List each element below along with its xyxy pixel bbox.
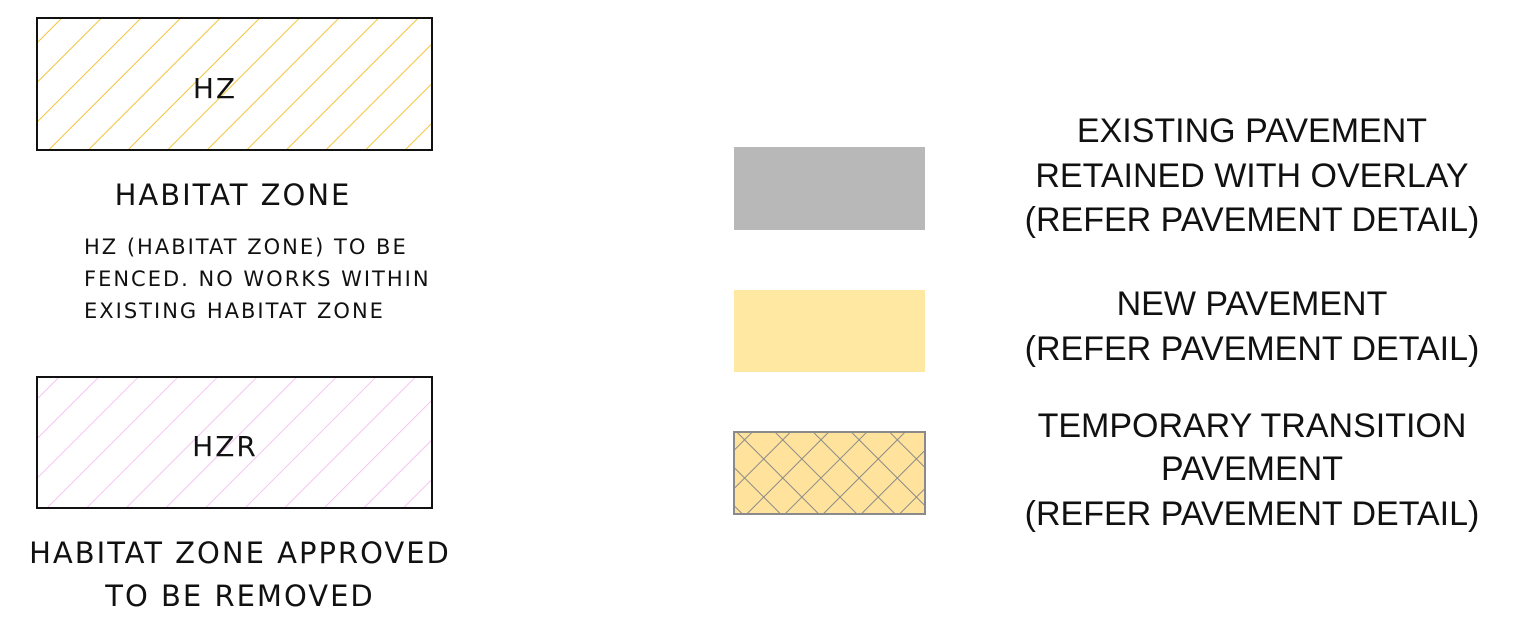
hzr-legend: HZR HABITAT ZONE APPROVED TO BE REMOVED [29,376,451,613]
legend-label: (REFER PAVEMENT DETAIL) [1025,201,1480,239]
hz-note: HZ (HABITAT ZONE) TO BE [84,235,408,259]
legend-label: NEW PAVEMENT [1117,285,1388,323]
hzr-title: HABITAT ZONE APPROVED [29,536,451,570]
legend-label: EXISTING PAVEMENT [1077,112,1427,150]
swatch [734,290,925,372]
hz-note: EXISTING HABITAT ZONE [84,299,385,323]
new-pavement-legend: NEW PAVEMENT (REFER PAVEMENT DETAIL) [734,285,1479,372]
hzr-code: HZR [192,430,258,463]
legend-label: TEMPORARY TRANSITION [1038,407,1467,445]
hz-code: HZ [193,72,237,105]
legend-label: (REFER PAVEMENT DETAIL) [1025,495,1480,533]
hz-note: FENCED. NO WORKS WITHIN [84,267,431,291]
legend-label: (REFER PAVEMENT DETAIL) [1025,330,1480,368]
hz-legend: HZ HABITAT ZONE HZ (HABITAT ZONE) TO BE … [36,17,433,323]
legend-label: PAVEMENT [1161,450,1343,488]
transition-pavement-legend: TEMPORARY TRANSITION PAVEMENT (REFER PAV… [733,407,1480,533]
swatch-hatch [733,431,926,515]
legend-label: RETAINED WITH OVERLAY [1035,157,1468,195]
hzr-title: TO BE REMOVED [104,579,375,613]
hz-title: HABITAT ZONE [115,178,352,212]
hzr-swatch [36,376,433,509]
hz-swatch [36,17,433,151]
existing-pavement-legend: EXISTING PAVEMENT RETAINED WITH OVERLAY … [734,112,1479,239]
swatch [734,147,925,230]
